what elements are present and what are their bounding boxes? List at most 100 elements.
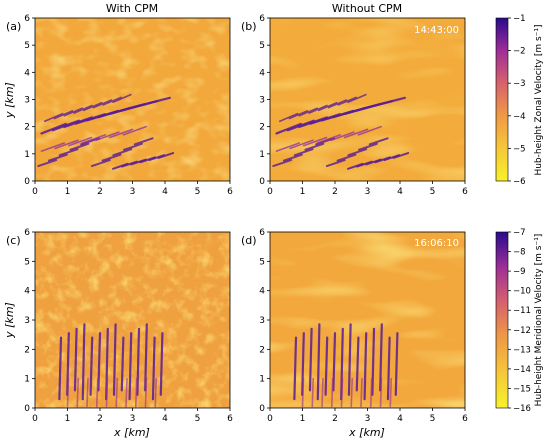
colorbar-zonal-label: Hub-height Zonal Velocity [m s⁻¹]	[534, 24, 544, 175]
y-tick-label: 3	[24, 96, 30, 106]
panel-c-label: (c)	[6, 234, 21, 247]
y-tick-label: 5	[24, 257, 30, 267]
wake-streak	[144, 323, 148, 392]
wake-streak	[275, 142, 301, 152]
wake-streak	[89, 336, 94, 396]
wake-streak	[379, 323, 383, 392]
y-tick-label: 1	[259, 375, 265, 385]
panel-a-ylabel: y [km]	[3, 82, 16, 119]
panel-c-ylabel: y [km]	[3, 302, 16, 339]
x-tick-label: 5	[430, 414, 436, 424]
panel-a-label: (a)	[6, 20, 21, 33]
wake-streak	[95, 377, 99, 408]
x-tick-label: 2	[332, 414, 338, 424]
x-tick-label: 3	[130, 414, 136, 424]
colorbar-tick-label: −3	[513, 79, 526, 89]
y-tick-label: 0	[24, 177, 30, 187]
wake-streak	[112, 148, 133, 157]
wake-streak	[81, 134, 106, 144]
colorbar-meridional: −7 −8 −9 −10 −11 −12 −13 −14 −15 −16 Hub-height M…	[495, 228, 544, 414]
wake-streak	[325, 159, 346, 168]
y-tick-label: 4	[259, 68, 265, 78]
wake-streak	[105, 377, 109, 408]
wake-streak	[366, 96, 406, 109]
wake-streak	[133, 137, 154, 146]
axes: 0 1 2 3 4 5 6 0 1 2 3 4 5 6 0 1 2 3 4 5 6 0 1 2 3 4 5 6 0 1 2 3 4 5 6 0 1 2 3 4…	[24, 14, 468, 424]
wake-streak	[128, 332, 133, 401]
panel-b-label: (b)	[241, 20, 257, 33]
colorbar-tick-label: −9	[513, 267, 526, 277]
x-tick-label: 1	[65, 414, 71, 424]
y-tick-label: 1	[24, 375, 30, 385]
wake-streak	[288, 110, 309, 120]
x-tick-label: 3	[130, 187, 136, 197]
wake-streak	[336, 153, 357, 162]
y-tick-label: 2	[259, 345, 265, 355]
wake-streak	[308, 327, 313, 392]
x-tick-label: 4	[162, 414, 168, 424]
y-tick-label: 2	[259, 123, 265, 133]
y-tick-label: 5	[259, 41, 265, 51]
x-tick-label: 2	[97, 414, 103, 424]
panel-d-timestamp: 16:06:10	[414, 238, 459, 249]
x-tick-label: 2	[97, 187, 103, 197]
wake-streak	[272, 159, 293, 168]
y-tick-label: 3	[259, 316, 265, 326]
y-tick-label: 4	[259, 287, 265, 297]
wake-streak	[332, 332, 337, 392]
wake-streak	[389, 377, 393, 408]
wake-streak	[275, 122, 302, 135]
wake-streak	[330, 131, 355, 142]
y-tick-label: 3	[259, 96, 265, 106]
x-tick-label: 4	[397, 187, 403, 197]
wake-streak	[66, 332, 70, 396]
colorbar-tick-label: −8	[513, 248, 526, 258]
x-tick-label: 6	[462, 414, 468, 424]
colorbar-tick-label: −1	[513, 14, 526, 24]
wake-streak	[278, 112, 299, 123]
wake-streak	[92, 99, 113, 109]
x-tick-label: 3	[365, 414, 371, 424]
wake-streak	[159, 332, 164, 396]
wake-streak	[282, 153, 303, 162]
wake-streak	[154, 377, 158, 408]
x-tick-label: 5	[195, 187, 201, 197]
wake-streak	[392, 152, 410, 159]
y-tick-label: 0	[259, 177, 265, 187]
column-title-with-cpm: With CPM	[106, 2, 158, 15]
panel-b: (b) 14:43:00	[241, 17, 466, 182]
wake-streak	[68, 136, 93, 147]
wake-streak	[358, 142, 378, 151]
y-tick-label: 0	[24, 404, 30, 414]
wake-streak	[293, 336, 298, 401]
wake-streak	[69, 142, 90, 151]
wake-streak	[73, 104, 93, 114]
panel-d-label: (d)	[241, 234, 257, 247]
wake-streak	[80, 137, 101, 146]
wake-streak	[122, 125, 147, 136]
wake-streak	[340, 377, 344, 408]
x-tick-label: 4	[397, 414, 403, 424]
wake-streak	[324, 336, 329, 396]
wake-streak	[330, 377, 334, 408]
wake-streak	[40, 122, 67, 135]
wake-streak	[151, 336, 156, 401]
x-tick-label: 0	[267, 187, 273, 197]
wake-streak	[58, 336, 63, 401]
wake-streak	[131, 96, 171, 109]
wake-streak	[371, 327, 376, 396]
colorbar-tick-label: −15	[513, 384, 531, 394]
panel-a: (a)	[6, 17, 231, 182]
panel-a-wakes	[37, 93, 175, 170]
x-tick-label: 6	[227, 414, 233, 424]
x-tick-label: 1	[65, 187, 71, 197]
wake-streak	[347, 148, 368, 157]
wake-streak	[112, 93, 132, 104]
y-tick-label: 1	[259, 150, 265, 160]
wake-streak	[293, 148, 314, 157]
wake-streak	[97, 332, 102, 392]
wake-streak	[40, 142, 66, 152]
wake-streak	[327, 99, 348, 109]
y-tick-label: 4	[24, 68, 30, 78]
